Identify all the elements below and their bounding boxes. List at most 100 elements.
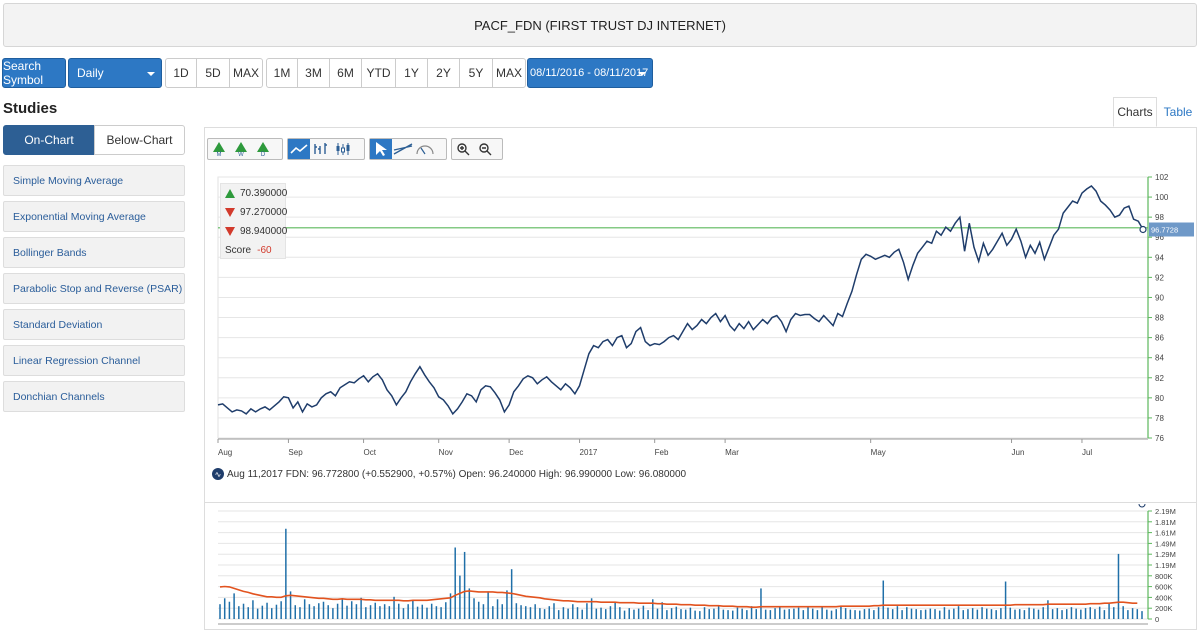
date-range-select[interactable]: 08/11/2016 - 08/11/2017: [527, 58, 653, 88]
gauge-icon[interactable]: [414, 139, 436, 159]
zoom-toolgroup: [451, 138, 503, 160]
tab-label: Charts: [1117, 105, 1153, 119]
y-tick-label: 96: [1155, 233, 1164, 242]
volume-last-marker: [1138, 504, 1146, 508]
drawing-toolgroup: [369, 138, 447, 160]
daily-down-icon: [225, 227, 235, 236]
range-label: YTD: [366, 66, 391, 80]
monthly-up-icon: [225, 189, 235, 198]
studies-heading: Studies: [3, 100, 58, 117]
range-max-button[interactable]: MAX: [492, 58, 526, 88]
last-value-label: 96.7728: [1151, 226, 1178, 235]
volume-y-tick-label: 600K: [1155, 583, 1173, 592]
score-value: -60: [257, 245, 272, 256]
volume-y-tick-label: 800K: [1155, 572, 1173, 581]
y-tick-label: 80: [1155, 394, 1164, 403]
tab-charts[interactable]: Charts: [1113, 97, 1157, 127]
x-tick-label: Feb: [655, 448, 669, 457]
candlestick-chart-icon[interactable]: [332, 139, 354, 159]
ohlc-chart-icon[interactable]: [310, 139, 332, 159]
volume-y-tick-label: 1.61M: [1155, 529, 1176, 538]
range-5y-button[interactable]: 5Y: [459, 58, 493, 88]
range-max-intraday-button[interactable]: MAX: [229, 58, 263, 88]
study-label: Standard Deviation: [13, 318, 103, 331]
study-item-bollinger[interactable]: Bollinger Bands: [3, 237, 185, 268]
weekly-signal-value: 97.270000: [240, 207, 288, 218]
chevron-down-icon: [147, 72, 155, 76]
monthly-signal-value: 70.390000: [240, 188, 288, 199]
volume-y-tick-label: 0: [1155, 615, 1159, 624]
study-label: Parabolic Stop and Reverse (PSAR): [13, 282, 183, 295]
y-tick-label: 82: [1155, 374, 1164, 383]
daily-signal-value: 98.940000: [240, 226, 288, 237]
study-item-stddev[interactable]: Standard Deviation: [3, 309, 185, 340]
range-1y-button[interactable]: 1Y: [395, 58, 428, 88]
x-tick-label: 2017: [580, 448, 598, 457]
zoom-out-icon[interactable]: [474, 139, 496, 159]
range-1m-button[interactable]: 1M: [266, 58, 298, 88]
study-label: Linear Regression Channel: [13, 354, 141, 367]
y-tick-label: 94: [1155, 253, 1164, 262]
volume-chart-panel: [204, 503, 1197, 630]
study-item-psar[interactable]: Parabolic Stop and Reverse (PSAR): [3, 273, 185, 304]
range-6m-button[interactable]: 6M: [329, 58, 362, 88]
volume-average-line: [219, 585, 1138, 608]
last-value-box: [1149, 222, 1194, 237]
range-label: 1D: [173, 66, 189, 80]
study-item-ema[interactable]: Exponential Moving Average: [3, 201, 185, 232]
y-tick-label: 86: [1155, 334, 1164, 343]
range-label: 2Y: [436, 66, 451, 80]
trendline-icon[interactable]: [392, 139, 414, 159]
interval-value: Daily: [77, 66, 104, 80]
range-label: 5Y: [468, 66, 484, 80]
interval-select[interactable]: Daily: [68, 58, 162, 88]
chevron-down-icon: [638, 72, 646, 76]
range-label: 5D: [205, 66, 221, 80]
x-tick-label: Aug: [218, 448, 232, 457]
y-tick-label: 76: [1155, 434, 1164, 443]
date-range-value: 08/11/2016 - 08/11/2017: [530, 67, 649, 79]
range-3m-button[interactable]: 3M: [297, 58, 330, 88]
zoom-in-icon[interactable]: [452, 139, 474, 159]
range-label: MAX: [232, 66, 259, 80]
tab-label: Table: [1163, 105, 1193, 119]
search-symbol-button[interactable]: Search Symbol: [2, 58, 66, 88]
tab-table[interactable]: Table: [1160, 97, 1196, 127]
weekly-signal-icon[interactable]: W: [230, 139, 252, 159]
range-label: 3M: [305, 66, 322, 80]
x-tick-label: Jul: [1082, 448, 1092, 457]
tab-below-chart[interactable]: Below-Chart: [94, 125, 185, 155]
weekly-signal-letter: W: [238, 152, 244, 157]
price-line: [217, 185, 1144, 416]
search-symbol-label: Search Symbol: [3, 59, 44, 87]
price-chart[interactable]: 76 78 80 82 84 86 88 90 92 94 96 98 100 102 Aug Sep Oct N…: [205, 170, 1195, 468]
chart-type-toolgroup: [287, 138, 365, 160]
range-ytd-button[interactable]: YTD: [361, 58, 396, 88]
quote-text: Aug 11,2017 FDN: 96.772800 (+0.552900, +…: [227, 468, 687, 480]
range-1d-button[interactable]: 1D: [165, 58, 197, 88]
monthly-signal-icon[interactable]: M: [208, 139, 230, 159]
last-price-marker: [1139, 225, 1147, 234]
study-item-donchian[interactable]: Donchian Channels: [3, 381, 185, 412]
y-tick-label: 92: [1155, 273, 1164, 282]
x-tick-label: Jun: [1012, 448, 1025, 457]
y-tick-label: 100: [1155, 193, 1169, 202]
range-2y-button[interactable]: 2Y: [427, 58, 460, 88]
range-label: 6M: [337, 66, 354, 80]
volume-y-tick-label: 400K: [1155, 593, 1173, 602]
range-5d-button[interactable]: 5D: [196, 58, 230, 88]
score-label: Score: [225, 245, 252, 256]
study-item-sma[interactable]: Simple Moving Average: [3, 165, 185, 196]
tab-on-chart[interactable]: On-Chart: [3, 125, 95, 155]
study-label: Bollinger Bands: [13, 246, 87, 259]
x-tick-label: Mar: [725, 448, 739, 457]
volume-y-tick-label: 1.19M: [1155, 561, 1176, 570]
monthly-signal-row: 70.390000: [221, 184, 288, 203]
line-chart-icon[interactable]: [288, 139, 310, 159]
signal-summary-box: 70.390000 97.270000 98.940000 Score -60: [220, 183, 288, 259]
study-item-linreg[interactable]: Linear Regression Channel: [3, 345, 185, 376]
pointer-icon[interactable]: [370, 139, 392, 159]
y-tick-label: 98: [1155, 213, 1164, 222]
daily-signal-icon[interactable]: D: [252, 139, 274, 159]
